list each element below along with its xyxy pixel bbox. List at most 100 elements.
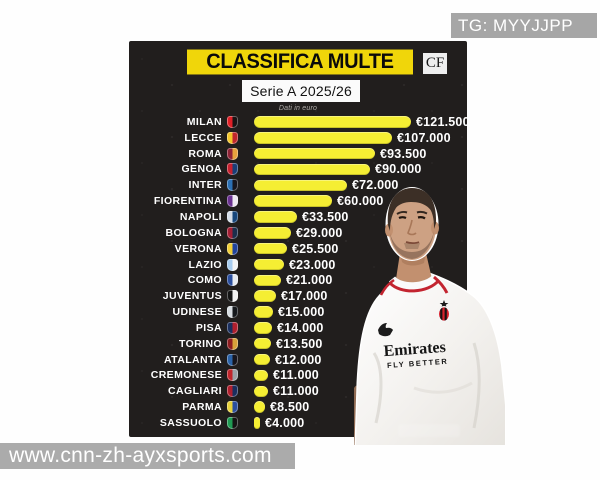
fine-value-label: €4.000 — [265, 415, 305, 430]
fine-value-label: €12.000 — [275, 352, 322, 367]
team-row: TORINO €13.500 — [129, 336, 467, 352]
club-crest-icon — [227, 242, 238, 255]
fine-bar — [254, 227, 291, 239]
team-label: PARMA — [182, 401, 222, 414]
fine-value-label: €8.500 — [270, 400, 310, 415]
fine-bar — [254, 258, 284, 271]
team-row: CREMONESE €11.000 — [129, 368, 467, 384]
photo-watermark — [398, 424, 460, 437]
page-title: CLASSIFICA MULTE — [187, 49, 413, 75]
telegram-badge: TG: MYYJJPP — [451, 13, 597, 38]
club-crest-icon — [227, 290, 238, 303]
fine-value-label: €72.000 — [352, 178, 399, 193]
club-crest-icon — [227, 147, 238, 160]
fine-value-label: €21.000 — [286, 273, 333, 288]
team-label: JUVENTUS — [162, 290, 222, 303]
club-crest-icon — [227, 179, 238, 192]
fine-bar — [254, 337, 271, 350]
player-face — [388, 192, 436, 260]
fine-bar — [254, 369, 268, 382]
fine-value-label: €13.500 — [276, 336, 323, 351]
fine-value-label: €29.000 — [296, 225, 343, 240]
team-label: NAPOLI — [179, 210, 222, 223]
club-crest-icon — [227, 306, 238, 319]
fine-value-label: €23.000 — [289, 257, 336, 272]
fine-value-label: €90.000 — [375, 162, 422, 177]
fine-value-label: €107.000 — [397, 130, 451, 145]
fine-bar — [254, 353, 270, 366]
fine-bar — [254, 322, 272, 334]
fine-value-label: €93.500 — [380, 146, 427, 161]
jersey-collar — [388, 274, 440, 291]
fine-bar — [254, 132, 392, 144]
milan-crest-star — [439, 300, 449, 308]
team-label: FIORENTINA — [153, 195, 222, 208]
club-crest-icon — [227, 131, 238, 144]
club-crest-icon — [227, 369, 238, 382]
team-row: VERONA €25.500 — [129, 241, 467, 257]
club-crest-icon — [227, 226, 238, 239]
team-label: INTER — [188, 179, 222, 192]
club-crest-icon — [227, 401, 238, 414]
team-label: PISA — [195, 321, 222, 334]
fine-value-label: €60.000 — [337, 194, 384, 209]
fine-bar — [254, 290, 276, 302]
fine-value-label: €14.000 — [277, 320, 324, 335]
fine-value-label: €17.000 — [281, 289, 328, 304]
puma-logo — [378, 323, 393, 337]
club-crest-icon — [227, 163, 238, 176]
club-crest-icon — [227, 416, 238, 429]
fine-bar — [254, 242, 287, 255]
cf-logo: CF — [423, 53, 447, 74]
fine-value-label: €11.000 — [273, 384, 319, 399]
fine-bar — [254, 385, 268, 398]
team-row: BOLOGNA €29.000 — [129, 225, 467, 241]
team-row: CAGLIARI €11.000 — [129, 383, 467, 399]
player-hair — [387, 188, 437, 225]
team-row: SASSUOLO €4.000 — [129, 415, 467, 431]
fine-bar — [254, 211, 297, 223]
team-row: LECCE €107.000 — [129, 130, 467, 146]
team-label: LAZIO — [188, 258, 222, 271]
fine-bar — [254, 417, 260, 429]
team-label: SASSUOLO — [159, 416, 222, 429]
fine-bar — [254, 195, 332, 207]
fine-value-label: €11.000 — [273, 368, 319, 383]
club-crest-icon — [227, 385, 238, 398]
sponsor-text: Emirates — [383, 339, 446, 360]
team-label: ATALANTA — [163, 353, 222, 366]
fine-bar — [254, 306, 273, 318]
team-label: MILAN — [186, 115, 222, 128]
team-row: LAZIO €23.000 — [129, 257, 467, 273]
fine-value-label: €33.500 — [302, 209, 349, 224]
subtitle-badge: Serie A 2025/26 — [242, 80, 360, 102]
team-label: TORINO — [178, 337, 222, 350]
team-row: ATALANTA €12.000 — [129, 352, 467, 368]
team-row: ROMA €93.500 — [129, 146, 467, 162]
fine-bar — [254, 147, 375, 160]
team-row: MILAN €121.500 — [129, 114, 470, 130]
player-photo: Emirates FLY BETTER — [354, 187, 507, 445]
club-crest-icon — [227, 210, 238, 223]
fine-bar — [254, 116, 411, 128]
team-row: PARMA €8.500 — [129, 399, 467, 415]
team-row: JUVENTUS €17.000 — [129, 288, 467, 304]
team-label: COMO — [187, 274, 222, 287]
club-crest-icon — [227, 337, 238, 350]
fine-value-label: €15.000 — [278, 305, 325, 320]
team-row: INTER €72.000 — [129, 177, 467, 193]
club-crest-icon — [227, 195, 238, 208]
club-crest-icon — [227, 321, 238, 334]
team-row: NAPOLI €33.500 — [129, 209, 467, 225]
team-label: LECCE — [184, 131, 222, 144]
team-row: COMO €21.000 — [129, 272, 467, 288]
sponsor-tagline: FLY BETTER — [387, 357, 449, 370]
fine-value-label: €25.500 — [292, 241, 339, 256]
site-watermark: www.cnn-zh-ayxsports.com — [0, 443, 295, 469]
team-label: CAGLIARI — [168, 385, 222, 398]
team-label: BOLOGNA — [165, 226, 222, 239]
fine-bar — [254, 274, 281, 287]
team-label: GENOA — [181, 163, 222, 176]
fine-bar — [254, 163, 370, 176]
